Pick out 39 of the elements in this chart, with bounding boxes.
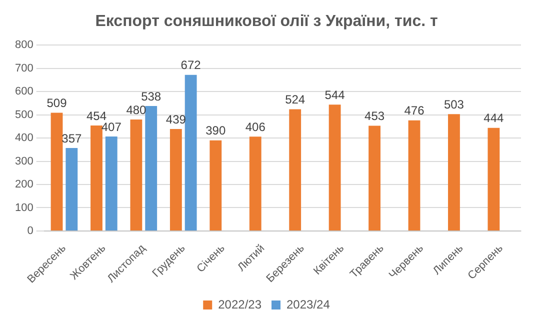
data-label: 544 bbox=[324, 88, 346, 102]
bar bbox=[408, 120, 420, 230]
data-label: 672 bbox=[180, 58, 202, 72]
data-label: 524 bbox=[285, 92, 306, 107]
bar bbox=[145, 106, 158, 230]
bar bbox=[368, 126, 380, 230]
y-tick-label: 200 bbox=[14, 178, 34, 191]
y-tick-label: 800 bbox=[14, 39, 34, 52]
y-tick-label: 300 bbox=[14, 155, 34, 168]
bar bbox=[66, 148, 78, 230]
legend-label: 2023/24 bbox=[286, 297, 330, 312]
y-tick-label: 700 bbox=[14, 62, 34, 74]
data-label: 476 bbox=[404, 104, 425, 118]
bar bbox=[50, 112, 63, 230]
data-label: 390 bbox=[206, 124, 226, 138]
bar bbox=[105, 136, 118, 230]
bar bbox=[249, 136, 262, 230]
y-tick-label: 600 bbox=[14, 86, 34, 98]
y-tick-label: 100 bbox=[14, 202, 34, 214]
bar bbox=[184, 74, 197, 230]
data-label: 503 bbox=[444, 97, 464, 112]
bar bbox=[170, 129, 182, 230]
data-label: 406 bbox=[245, 120, 266, 134]
bar bbox=[328, 104, 341, 230]
data-label: 453 bbox=[364, 109, 385, 124]
legend-label: 2022/23 bbox=[218, 297, 262, 312]
y-tick-label: 500 bbox=[14, 108, 34, 121]
bar bbox=[130, 119, 142, 230]
bar bbox=[210, 140, 222, 230]
data-label: 509 bbox=[46, 96, 68, 110]
bar bbox=[289, 109, 302, 230]
bar bbox=[448, 114, 460, 230]
data-label: 538 bbox=[141, 89, 162, 104]
y-tick-label: 400 bbox=[14, 132, 34, 144]
chart-title: Експорт соняшникової олії з України, тис. т bbox=[95, 13, 438, 30]
bar bbox=[90, 126, 102, 230]
data-label: 444 bbox=[484, 111, 504, 126]
y-tick-label: 0 bbox=[27, 224, 34, 237]
bar bbox=[488, 128, 500, 230]
